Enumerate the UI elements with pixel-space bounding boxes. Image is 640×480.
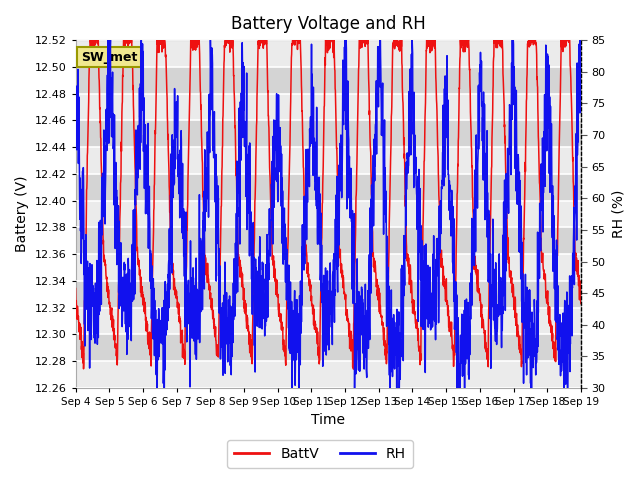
BattV (349, 366, 357, 372)
RH (343, 206, 351, 212)
Text: SW_met: SW_met (81, 50, 137, 63)
Bar (76, 201, 581, 228)
Y-axis label: Battery (V): Battery (V) (15, 176, 29, 252)
Bar (76, 228, 581, 254)
BattV (343, 310, 351, 316)
Title: Battery Voltage and RH: Battery Voltage and RH (231, 15, 426, 33)
Bar (76, 40, 581, 67)
BattV (354, 108, 362, 114)
BattV (577, 300, 585, 306)
RH (547, 172, 554, 178)
Legend: BattV, RH: BattV, RH (227, 440, 413, 468)
BattV (86, 37, 94, 43)
BattV (72, 286, 79, 291)
RH (104, 37, 112, 43)
BattV (533, 52, 541, 58)
Line: RH: RH (76, 40, 581, 388)
RH (72, 125, 79, 131)
X-axis label: Time: Time (311, 413, 345, 427)
Line: BattV: BattV (76, 40, 581, 369)
BattV (547, 320, 554, 325)
Bar (76, 361, 581, 388)
Bar (76, 120, 581, 147)
RH (213, 213, 221, 219)
RH (354, 305, 362, 311)
RH (533, 354, 541, 360)
RH (577, 47, 585, 52)
BattV (476, 286, 483, 291)
Bar (76, 94, 581, 120)
RH (476, 82, 483, 88)
Bar (76, 67, 581, 94)
Bar (76, 308, 581, 335)
RH (153, 385, 161, 391)
BattV (213, 352, 221, 358)
Bar (76, 335, 581, 361)
Y-axis label: RH (%): RH (%) (611, 190, 625, 238)
Bar (76, 147, 581, 174)
Bar (76, 174, 581, 201)
Bar (76, 254, 581, 281)
Bar (76, 281, 581, 308)
